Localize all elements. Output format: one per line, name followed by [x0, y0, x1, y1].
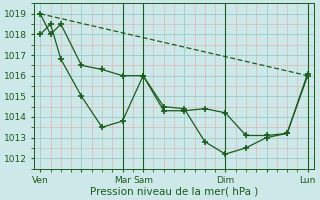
- X-axis label: Pression niveau de la mer( hPa ): Pression niveau de la mer( hPa ): [90, 187, 258, 197]
